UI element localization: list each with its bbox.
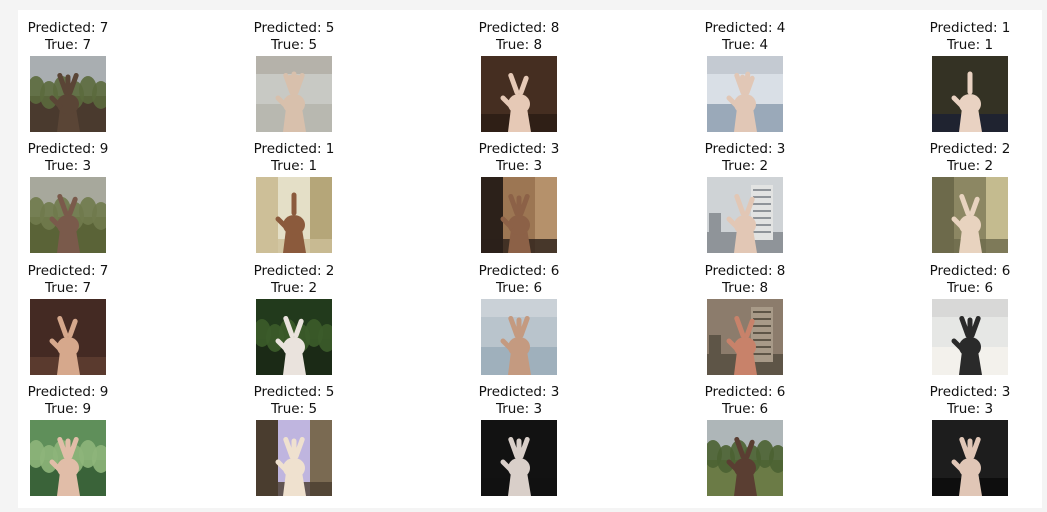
predicted-label: Predicted: 1 — [929, 20, 1011, 36]
hand-gesture-image — [707, 420, 783, 496]
true-label: True: 2 — [946, 158, 994, 174]
true-label: True: 6 — [495, 280, 543, 296]
predicted-label: Predicted: 9 — [27, 384, 109, 400]
true-label: True: 9 — [44, 401, 92, 417]
predicted-label: Predicted: 5 — [253, 20, 335, 36]
prediction-cell: Predicted: 1 True: 1 — [234, 141, 354, 261]
true-label: True: 3 — [495, 158, 543, 174]
prediction-cell: Predicted: 3 True: 2 — [685, 141, 805, 261]
predicted-label: Predicted: 6 — [929, 263, 1011, 279]
predicted-label: Predicted: 4 — [704, 20, 786, 36]
true-label: True: 3 — [946, 401, 994, 417]
prediction-cell: Predicted: 6 True: 6 — [459, 263, 579, 383]
prediction-cell: Predicted: 3 True: 3 — [459, 384, 579, 504]
prediction-cell: Predicted: 8 True: 8 — [685, 263, 805, 383]
prediction-cell: Predicted: 8 True: 8 — [459, 20, 579, 140]
predicted-label: Predicted: 8 — [704, 263, 786, 279]
prediction-cell: Predicted: 3 True: 3 — [910, 384, 1030, 504]
hand-gesture-image — [481, 299, 557, 375]
prediction-cell: Predicted: 5 True: 5 — [234, 20, 354, 140]
prediction-cell: Predicted: 7 True: 7 — [8, 20, 128, 140]
prediction-cell: Predicted: 2 True: 2 — [910, 141, 1030, 261]
true-label: True: 2 — [721, 158, 769, 174]
hand-gesture-image — [256, 177, 332, 253]
predicted-label: Predicted: 6 — [704, 384, 786, 400]
predicted-label: Predicted: 3 — [478, 141, 560, 157]
hand-gesture-image — [256, 420, 332, 496]
predicted-label: Predicted: 1 — [253, 141, 335, 157]
predicted-label: Predicted: 9 — [27, 141, 109, 157]
hand-gesture-image — [256, 56, 332, 132]
predicted-label: Predicted: 3 — [478, 384, 560, 400]
predicted-label: Predicted: 2 — [253, 263, 335, 279]
predicted-label: Predicted: 7 — [27, 20, 109, 36]
prediction-cell: Predicted: 6 True: 6 — [910, 263, 1030, 383]
prediction-cell: Predicted: 9 True: 3 — [8, 141, 128, 261]
true-label: True: 1 — [270, 158, 318, 174]
hand-gesture-image — [932, 56, 1008, 132]
true-label: True: 7 — [44, 280, 92, 296]
prediction-cell: Predicted: 4 True: 4 — [685, 20, 805, 140]
predicted-label: Predicted: 6 — [478, 263, 560, 279]
true-label: True: 5 — [270, 401, 318, 417]
hand-gesture-image — [30, 177, 106, 253]
prediction-cell: Predicted: 6 True: 6 — [685, 384, 805, 504]
prediction-cell: Predicted: 1 True: 1 — [910, 20, 1030, 140]
predicted-label: Predicted: 3 — [704, 141, 786, 157]
true-label: True: 2 — [270, 280, 318, 296]
true-label: True: 3 — [44, 158, 92, 174]
hand-gesture-image — [30, 299, 106, 375]
prediction-cell: Predicted: 7 True: 7 — [8, 263, 128, 383]
hand-gesture-image — [30, 56, 106, 132]
predicted-label: Predicted: 2 — [929, 141, 1011, 157]
true-label: True: 5 — [270, 37, 318, 53]
hand-gesture-image — [30, 420, 106, 496]
true-label: True: 6 — [721, 401, 769, 417]
predicted-label: Predicted: 7 — [27, 263, 109, 279]
hand-gesture-image — [256, 299, 332, 375]
hand-gesture-image — [707, 177, 783, 253]
prediction-cell: Predicted: 9 True: 9 — [8, 384, 128, 504]
predicted-label: Predicted: 3 — [929, 384, 1011, 400]
hand-gesture-image — [707, 56, 783, 132]
hand-gesture-image — [707, 299, 783, 375]
prediction-figure: Predicted: 7 True: 7 Predicted: 5 True: 5 Pr… — [18, 10, 1042, 508]
true-label: True: 4 — [721, 37, 769, 53]
hand-gesture-image — [481, 177, 557, 253]
predicted-label: Predicted: 5 — [253, 384, 335, 400]
true-label: True: 1 — [946, 37, 994, 53]
true-label: True: 8 — [495, 37, 543, 53]
hand-gesture-image — [932, 299, 1008, 375]
prediction-grid: Predicted: 7 True: 7 Predicted: 5 True: 5 Pr… — [18, 10, 1042, 508]
prediction-cell: Predicted: 2 True: 2 — [234, 263, 354, 383]
hand-gesture-image — [481, 420, 557, 496]
true-label: True: 3 — [495, 401, 543, 417]
hand-gesture-image — [932, 420, 1008, 496]
true-label: True: 7 — [44, 37, 92, 53]
hand-gesture-image — [481, 56, 557, 132]
hand-gesture-image — [932, 177, 1008, 253]
prediction-cell: Predicted: 3 True: 3 — [459, 141, 579, 261]
prediction-cell: Predicted: 5 True: 5 — [234, 384, 354, 504]
true-label: True: 8 — [721, 280, 769, 296]
predicted-label: Predicted: 8 — [478, 20, 560, 36]
true-label: True: 6 — [946, 280, 994, 296]
